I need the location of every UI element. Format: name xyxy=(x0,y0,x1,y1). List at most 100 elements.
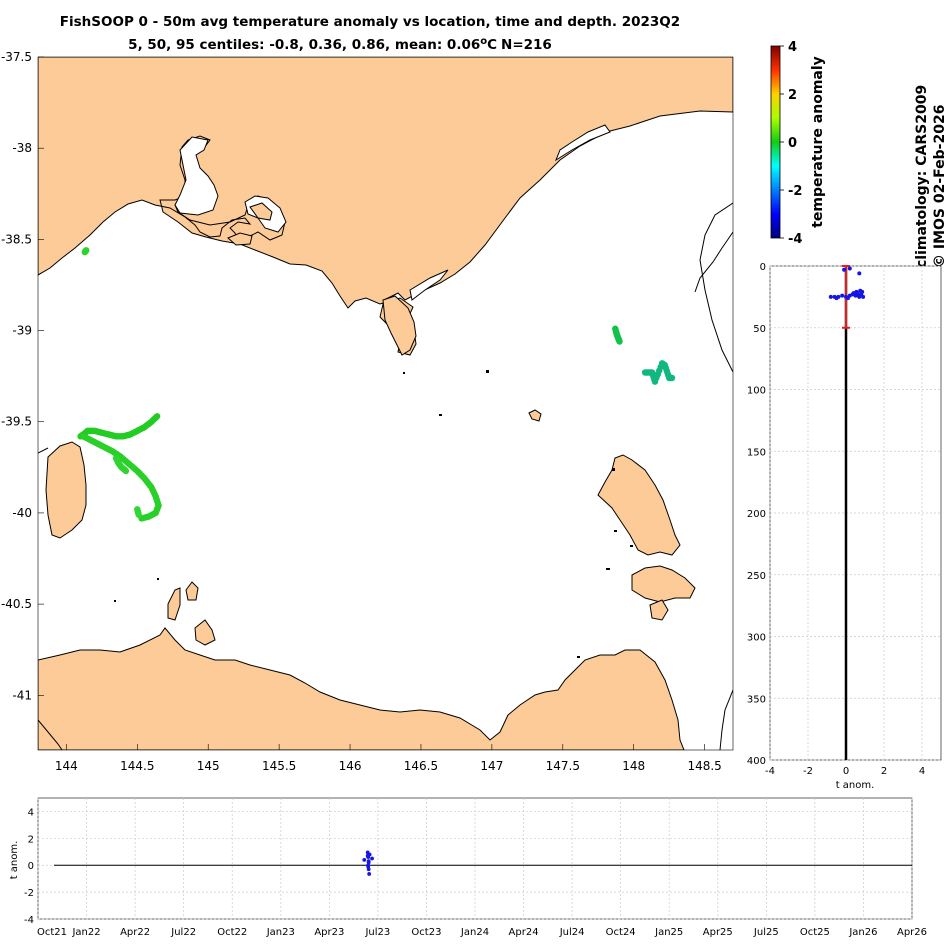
ts-x-tick-label: Jan22 xyxy=(71,927,100,938)
king-island xyxy=(45,441,87,539)
chart-title: FishSOOP 0 - 50m avg temperature anomaly… xyxy=(60,14,680,30)
map-y-tick-label: -38 xyxy=(12,141,32,155)
depth-point xyxy=(847,266,852,271)
ts-y-tick-label: 0 xyxy=(28,861,34,872)
depth-y-tick-label: 50 xyxy=(753,324,766,335)
ts-y-tick-label: 2 xyxy=(28,834,34,845)
colorbar-tick-label: -4 xyxy=(788,232,802,247)
islet-5 xyxy=(157,578,159,580)
islet-4 xyxy=(114,600,116,602)
depth-x-tick-label: 4 xyxy=(919,766,925,777)
ts-point xyxy=(366,864,371,869)
ts-x-tick-label: Apr26 xyxy=(897,927,927,938)
depth-point xyxy=(857,271,862,276)
map-point-track-west-e xyxy=(135,511,142,518)
colorbar-tick-label: 4 xyxy=(788,40,797,55)
subtitle-unit-c: C xyxy=(487,37,497,53)
map-x-tick-label: 146 xyxy=(339,759,362,773)
colorbar-label: temperature anomaly xyxy=(810,56,826,228)
map-x-tick-label: 148 xyxy=(622,759,645,773)
map-y-tick-label: -40.5 xyxy=(1,597,32,611)
depth-y-tick-label: 250 xyxy=(747,571,766,582)
colorbar-tick-label: 2 xyxy=(788,88,797,103)
ts-x-tick-label: Oct23 xyxy=(411,927,441,938)
map-x-tick-label: 147.5 xyxy=(546,759,580,773)
gippsland-lakes xyxy=(554,124,611,162)
ts-points xyxy=(54,850,912,876)
ts-x-tick-label: Oct22 xyxy=(217,927,247,938)
ts-x-tick-label: Oct25 xyxy=(800,927,830,938)
ts-point xyxy=(367,872,372,876)
depth-point xyxy=(856,293,861,298)
depth-point xyxy=(834,296,839,301)
islet-2 xyxy=(439,414,442,416)
deal-island xyxy=(528,409,542,422)
map-x-axis: 144 144.5 145 145.5 146 146.5 147 147.5 148 148.5 xyxy=(55,744,722,773)
islet-7 xyxy=(630,545,633,547)
tas-west-coast xyxy=(38,719,63,750)
map-x-tick-label: 147 xyxy=(480,759,503,773)
clarke-island xyxy=(649,599,669,621)
ts-x-tick-label: Apr23 xyxy=(314,927,344,938)
climatology-annotation: climatology: CARS2009 xyxy=(914,85,930,268)
ts-x-tick-label: Oct24 xyxy=(606,927,636,938)
colorbar-tick-label: 0 xyxy=(788,136,797,151)
depth-y-tick-label: 350 xyxy=(747,694,766,705)
depth-x-tick-label: -4 xyxy=(765,766,775,777)
map-y-axis: -37.5 -38 -38.5 -39 -39.5 -40 -40.5 -41 xyxy=(1,50,44,702)
otway-coast xyxy=(38,447,49,454)
corner-inlet xyxy=(409,269,449,301)
map-point-track-west-a xyxy=(81,248,89,256)
map-point-track-west-d xyxy=(122,467,130,475)
map-x-tick-label: 144.5 xyxy=(120,759,154,773)
depth-point xyxy=(845,296,850,301)
depth-y-tick-label: 200 xyxy=(747,509,766,520)
hunter-island xyxy=(167,587,181,621)
ts-x-tick-label: Jul25 xyxy=(753,927,779,938)
map-y-tick-label: -39.5 xyxy=(1,415,32,429)
map-point-track-east-a xyxy=(616,338,623,345)
depth-profile-panel: 0 50 100 150 200 250 300 350 400-4 -2 0 2 4 t anom. xyxy=(747,262,942,791)
ts-ylabel: t anom. xyxy=(9,841,20,880)
ts-x-tick-label: Jan23 xyxy=(266,927,295,938)
depth-point xyxy=(861,294,866,299)
three-hummock-island xyxy=(185,581,199,601)
ts-point xyxy=(365,853,370,858)
ts-x-tick-label: Jul24 xyxy=(559,927,585,938)
islet-1 xyxy=(486,370,489,373)
tas-east-coast xyxy=(719,689,733,750)
depth-x-tick-label: -2 xyxy=(803,766,813,777)
land-tasmania xyxy=(38,627,685,750)
depth-y-tick-label: 400 xyxy=(747,756,766,767)
depth-point xyxy=(858,288,863,293)
ts-x-tick-label: Jul22 xyxy=(170,927,196,938)
ts-x-tick-label: Jan25 xyxy=(654,927,683,938)
islet-6 xyxy=(606,568,610,570)
flinders-island xyxy=(597,454,681,556)
copyright-annotation: © IMOS 02-Feb-2026 xyxy=(932,105,948,268)
depth-point xyxy=(828,294,833,299)
colorbar-ticks: 4 2 0 -2 -4 xyxy=(780,40,802,247)
port-phillip-bay xyxy=(174,136,219,216)
map-y-tick-label: -39 xyxy=(12,324,32,338)
subtitle-count: N=216 xyxy=(501,37,552,53)
subtitle-unit-degree: o xyxy=(480,36,487,47)
map-y-tick-label: -37.5 xyxy=(1,50,32,64)
map-x-tick-label: 145.5 xyxy=(262,759,296,773)
wilsons-promontory xyxy=(382,295,417,356)
depth-y-tick-label: 300 xyxy=(747,633,766,644)
ts-y-tick-label: -4 xyxy=(24,915,34,926)
french-island xyxy=(249,202,273,221)
depth-point xyxy=(840,293,845,298)
ts-point xyxy=(370,856,374,861)
ts-x-tick-label: Jan26 xyxy=(848,927,877,938)
ts-x-tick-label: Jul23 xyxy=(364,927,390,938)
map-x-tick-label: 144 xyxy=(55,759,78,773)
ts-x-tick-label: Jan24 xyxy=(460,927,489,938)
map-x-tick-label: 145 xyxy=(197,759,220,773)
depth-y-tick-label: 0 xyxy=(760,262,766,273)
ts-x-tick-label: Apr22 xyxy=(120,927,150,938)
islet-9 xyxy=(612,468,615,471)
